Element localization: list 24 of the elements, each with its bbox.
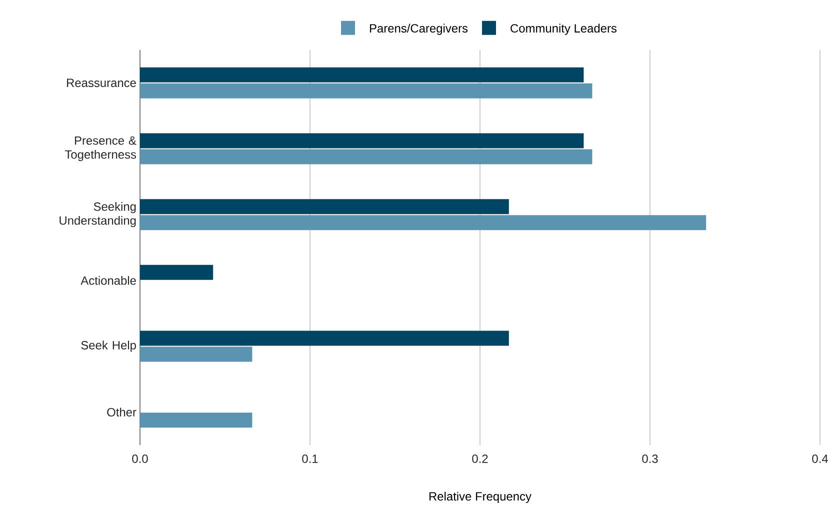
x-tick-label: 0.4 xyxy=(812,454,828,463)
bar xyxy=(140,412,252,428)
bar xyxy=(140,346,252,362)
x-tick-label: 0.3 xyxy=(642,454,658,463)
y-tick-label: Reassurance xyxy=(67,78,136,88)
x-axis-title: Relative Frequency xyxy=(429,492,532,503)
x-tick-label: 0.0 xyxy=(132,454,148,463)
x-tick-label: 0.2 xyxy=(472,454,488,463)
y-tick-label: Presence & Togetherness xyxy=(64,136,136,162)
legend-label: Parens/Caregivers xyxy=(370,24,468,35)
y-tick-label: Actionable xyxy=(80,276,136,285)
legend-label: Community Leaders xyxy=(510,24,617,35)
bar xyxy=(140,83,592,98)
y-tick-label: Seek Help xyxy=(81,340,136,352)
bar xyxy=(140,133,584,148)
y-tick-label: Other xyxy=(107,408,136,416)
bar xyxy=(140,330,509,346)
bar xyxy=(140,215,706,230)
bar xyxy=(140,199,509,214)
bar xyxy=(140,149,592,164)
bar xyxy=(140,67,584,82)
x-tick-label: 0.1 xyxy=(302,454,318,463)
y-tick-label: Seeking Understanding xyxy=(60,202,136,228)
bar xyxy=(140,264,214,280)
